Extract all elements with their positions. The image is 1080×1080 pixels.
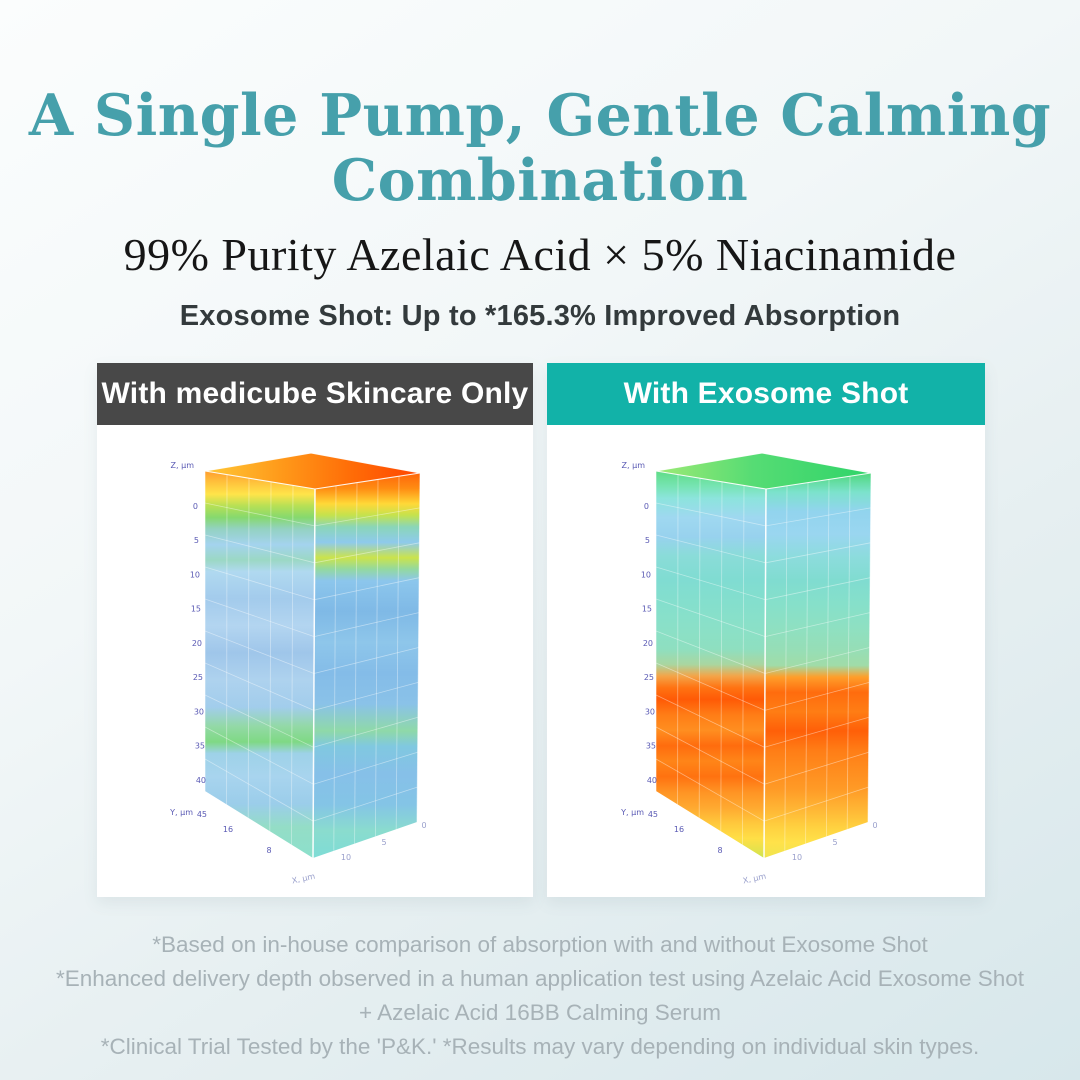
panel-body-medicube-only: Z, μm 0 5 10 15 20 25 30 35 40 45 Y, μm 16 8 0 5 10 X, μm [97,425,533,897]
svg-text:5: 5 [381,838,386,847]
svg-text:45: 45 [648,810,658,819]
svg-text:5: 5 [832,838,837,847]
svg-text:5: 5 [645,536,650,545]
svg-text:0: 0 [644,502,649,511]
panel-header-exosome-shot: With Exosome Shot [547,363,985,425]
panel-medicube-only: With medicube Skincare Only Z, μm 0 5 10 15 2… [97,363,533,897]
svg-text:8: 8 [266,846,271,855]
svg-text:15: 15 [642,605,652,614]
svg-text:10: 10 [190,570,200,579]
svg-text:20: 20 [192,639,202,648]
svg-text:Y, μm: Y, μm [169,808,193,817]
svg-text:5: 5 [194,536,199,545]
svg-text:15: 15 [191,605,201,614]
svg-text:40: 40 [196,776,206,785]
svg-text:16: 16 [674,825,684,834]
svg-text:30: 30 [194,707,204,716]
svg-text:10: 10 [641,570,651,579]
svg-text:Z, μm: Z, μm [171,461,195,470]
svg-text:0: 0 [421,821,426,830]
panel-header-label: With Exosome Shot [623,377,909,410]
svg-text:X, μm: X, μm [742,872,767,886]
page-title-line-2: Combination [331,146,749,214]
svg-text:25: 25 [644,673,654,682]
panel-exosome-shot: With Exosome Shot Z, μm 0 5 10 15 20 25 30 35 40 4… [547,363,985,897]
svg-text:35: 35 [195,742,205,751]
panel-body-exosome-shot: Z, μm 0 5 10 15 20 25 30 35 40 45 Y, μm 16 8 0 5 10 X, μm [547,425,985,897]
svg-text:35: 35 [646,742,656,751]
panel-header-label: With medicube Skincare Only [101,377,529,410]
svg-text:16: 16 [223,825,233,834]
svg-text:45: 45 [197,810,207,819]
svg-text:X, μm: X, μm [291,872,316,886]
footnote-line: *Clinical Trial Tested by the 'P&K.' *Re… [100,1034,980,1059]
svg-text:40: 40 [647,776,657,785]
svg-text:10: 10 [792,853,802,862]
svg-text:Z, μm: Z, μm [622,461,646,470]
ingredients-subtitle: 99% Purity Azelaic Acid × 5% Niacinamide [123,229,957,280]
svg-text:30: 30 [645,707,655,716]
absorption-plot-without-exosome: Z, μm 0 5 10 15 20 25 30 35 40 45 Y, μm 16 8 0 5 10 X, μm [169,452,427,886]
footnote-line: *Based on in-house comparison of absorpt… [152,932,928,957]
svg-text:0: 0 [193,502,198,511]
panel-header-medicube-only: With medicube Skincare Only [97,363,533,425]
svg-text:Y, μm: Y, μm [620,808,644,817]
absorption-claim: Exosome Shot: Up to *165.3% Improved Abs… [179,300,901,332]
svg-text:0: 0 [872,821,877,830]
svg-text:8: 8 [717,846,722,855]
svg-text:25: 25 [193,673,203,682]
footnote-line: *Enhanced delivery depth observed in a h… [55,966,1025,991]
svg-text:20: 20 [643,639,653,648]
page-title-line-1: A Single Pump, Gentle Calming [28,82,1052,149]
svg-text:10: 10 [341,853,351,862]
absorption-plot-with-exosome: Z, μm 0 5 10 15 20 25 30 35 40 45 Y, μm 16 8 0 5 10 X, μm [620,452,878,886]
footnotes: *Based on in-house comparison of absorpt… [0,928,1080,1064]
page-title: A Single Pump, Gentle Calming Combinatio… [0,82,1080,214]
footnote-line: + Azelaic Acid 16BB Calming Serum [358,1000,722,1025]
